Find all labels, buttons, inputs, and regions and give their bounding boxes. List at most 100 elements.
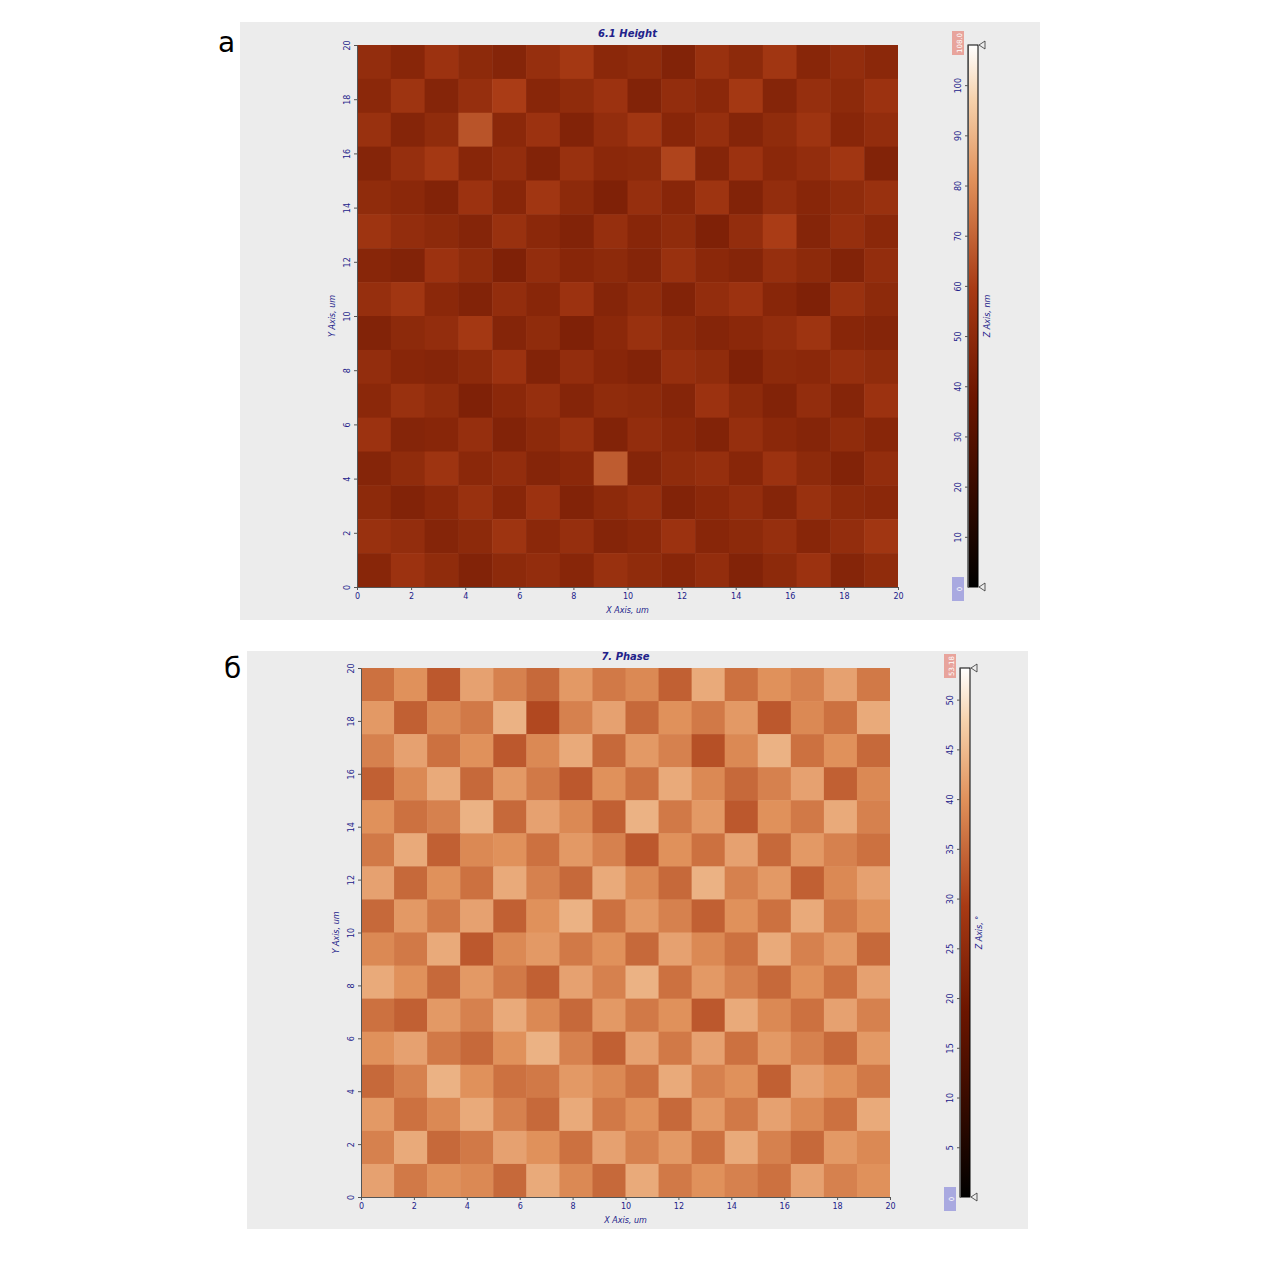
tick: 0 (355, 587, 360, 601)
heatmap-cell (661, 384, 695, 418)
heatmap-cell (725, 1032, 759, 1066)
heatmap-cell (594, 214, 628, 248)
heatmap-cell (560, 147, 594, 181)
heatmap-cell (692, 1164, 726, 1197)
tick-mark (358, 1197, 361, 1198)
tick-mark (965, 286, 968, 287)
heatmap-cell (526, 485, 560, 519)
heatmap-cell (425, 79, 459, 113)
colorbar-min-label: 0 (956, 587, 964, 591)
heatmap-cell (692, 1131, 726, 1165)
panel-label: а (218, 26, 235, 59)
tick-label: 40 (954, 382, 963, 392)
heatmap-cell (526, 452, 560, 486)
colorbar-end-marker (971, 1193, 977, 1201)
tick-label: 12 (677, 592, 687, 601)
heatmap-cell (725, 899, 759, 933)
tick: 10 (946, 1093, 960, 1103)
heatmap-cell (797, 384, 831, 418)
heatmap-cell (526, 553, 560, 587)
heatmap-cell (394, 1065, 428, 1099)
heatmap-cell (626, 1032, 660, 1066)
panel: а6.1 Height02468101214161820X Axis, um02… (218, 22, 1040, 620)
tick-label: 4 (463, 592, 468, 601)
tick-mark (358, 1038, 361, 1039)
heatmap-cell (357, 350, 391, 384)
heatmap-cell (394, 966, 428, 1000)
heatmap-cell (526, 113, 560, 147)
tick: 10 (623, 587, 633, 601)
heatmap-cell (626, 767, 660, 801)
heatmap-cell (824, 1032, 858, 1066)
heatmap-cell (661, 519, 695, 553)
heatmap-cell (361, 668, 395, 702)
tick: 14 (343, 203, 357, 213)
tick: 35 (946, 844, 960, 854)
heatmap-cell (560, 350, 594, 384)
heatmap-cell (357, 384, 391, 418)
heatmap-cell (361, 899, 395, 933)
heatmap-cell (824, 734, 858, 768)
axis-line (960, 669, 961, 1198)
heatmap-cell (857, 899, 890, 933)
heatmap-cell (391, 384, 425, 418)
heatmap-cell (661, 45, 695, 79)
heatmap-cell (824, 866, 858, 900)
x-axis: 02468101214161820 (359, 1197, 896, 1211)
heatmap-cell (725, 701, 759, 735)
heatmap-cell (427, 1032, 461, 1066)
tick-mark (354, 45, 357, 46)
tick-mark (354, 533, 357, 534)
heatmap-cell (758, 734, 792, 768)
heatmap-cell (526, 999, 560, 1033)
heatmap-cell (725, 833, 759, 867)
heatmap-cell (357, 45, 391, 79)
tick: 14 (727, 1197, 737, 1211)
tick-mark (957, 948, 960, 949)
heatmap-cell (758, 999, 792, 1033)
heatmap-cell (458, 248, 492, 282)
heatmap-cell (628, 248, 662, 282)
heatmap-cell (830, 113, 864, 147)
heatmap-cell (661, 113, 695, 147)
heatmap-cell (460, 734, 494, 768)
heatmap-cell (526, 1098, 560, 1132)
tick-label: 14 (343, 203, 352, 213)
tick: 8 (347, 983, 361, 988)
axis-line (361, 669, 362, 1198)
heatmap-cell (626, 866, 660, 900)
tick-label: 10 (946, 1093, 955, 1103)
tick-mark (678, 1197, 679, 1200)
heatmap-cell (628, 214, 662, 248)
tick: 20 (885, 1197, 895, 1211)
heatmap-cell (659, 734, 693, 768)
heatmap-cell (857, 668, 890, 702)
tick-mark (354, 424, 357, 425)
heatmap-cell (492, 248, 526, 282)
heatmap-cell (592, 1131, 626, 1165)
heatmap-cell (628, 350, 662, 384)
heatmap-cell (559, 1098, 593, 1132)
tick: 90 (954, 131, 968, 141)
heatmap-cell (394, 899, 428, 933)
heatmap-cell (628, 147, 662, 181)
heatmap-cell (758, 833, 792, 867)
heatmap-cell (391, 113, 425, 147)
tick: 15 (946, 1043, 960, 1053)
heatmap-cell (692, 800, 726, 834)
tick: 2 (409, 587, 414, 601)
heatmap-cell (394, 1131, 428, 1165)
colorbar-title: Z Axis, ° (975, 916, 984, 951)
tick: 2 (412, 1197, 417, 1211)
tick-mark (957, 899, 960, 900)
heatmap-cell (559, 800, 593, 834)
tick-label: 6 (347, 1036, 356, 1041)
heatmap-cell (559, 734, 593, 768)
heatmap-cell (692, 668, 726, 702)
tick-label: 40 (946, 795, 955, 805)
heatmap-cell (425, 147, 459, 181)
tick-mark (354, 370, 357, 371)
heatmap-cell (626, 734, 660, 768)
heatmap-cell (659, 899, 693, 933)
heatmap-cell (559, 1164, 593, 1197)
